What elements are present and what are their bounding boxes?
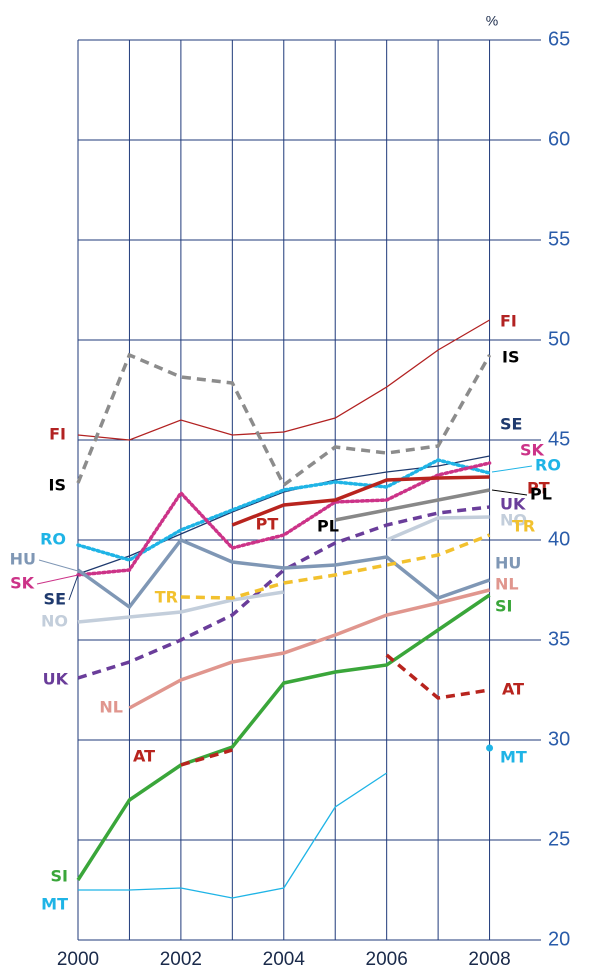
series-label: SE xyxy=(44,590,66,609)
series-label: NL xyxy=(495,575,519,594)
series-label: AT xyxy=(502,680,524,699)
line xyxy=(231,475,490,527)
line xyxy=(180,533,491,600)
line xyxy=(76,458,492,562)
leader-line xyxy=(491,489,528,496)
y-tick-label: 20 xyxy=(548,928,570,950)
y-tick-label: 40 xyxy=(548,528,570,550)
point xyxy=(486,744,494,752)
leader-line xyxy=(38,559,79,572)
series-label: RO xyxy=(40,530,66,549)
series-label: SK xyxy=(10,574,35,593)
line xyxy=(385,653,490,700)
line xyxy=(76,593,491,881)
x-tick-label: 2004 xyxy=(263,949,306,970)
series-label: MT xyxy=(500,748,527,767)
series-label: HU xyxy=(10,550,36,569)
line xyxy=(77,590,285,624)
series-label: UK xyxy=(43,670,69,689)
series-label: PT xyxy=(256,515,279,534)
x-tick-label: 2002 xyxy=(160,949,202,970)
series-label: SE xyxy=(500,415,522,434)
y-tick-label: 60 xyxy=(548,128,570,150)
series-label: PL xyxy=(317,517,339,536)
line xyxy=(334,488,490,522)
line xyxy=(76,352,492,488)
series-label: IS xyxy=(502,348,519,367)
line xyxy=(77,319,490,441)
series-label: TR xyxy=(155,588,178,607)
series-label: SI xyxy=(495,597,512,616)
line xyxy=(76,461,492,577)
y-tick-label: 25 xyxy=(548,828,570,850)
series-label: IS xyxy=(49,476,66,495)
series-label: RO xyxy=(535,456,561,475)
leader-line xyxy=(491,465,533,473)
y-tick-label: 55 xyxy=(548,228,570,250)
line xyxy=(76,537,491,610)
leader-line xyxy=(36,574,79,585)
y-tick-label: 35 xyxy=(548,628,570,650)
series-label: HU xyxy=(495,554,521,573)
y-tick-label: 65 xyxy=(548,28,570,50)
line xyxy=(180,748,233,767)
unit-label: % xyxy=(486,13,498,29)
series-label: PT xyxy=(527,479,550,498)
y-tick-label: 50 xyxy=(548,328,570,350)
leader-line xyxy=(68,574,79,601)
y-tick-label: 45 xyxy=(548,428,570,450)
x-tick-label: 2006 xyxy=(366,949,408,970)
y-tick-label: 30 xyxy=(548,728,570,750)
series-label: PL xyxy=(530,485,552,504)
series-label: NL xyxy=(99,698,123,717)
line xyxy=(386,515,490,542)
line xyxy=(77,505,490,680)
series-label: FI xyxy=(49,425,66,444)
x-tick-label: 2000 xyxy=(57,949,99,970)
series-label: TR xyxy=(512,517,535,536)
line xyxy=(128,588,491,710)
series-label: NO xyxy=(41,612,68,631)
series-label: MT xyxy=(41,895,68,914)
x-tick-label: 2008 xyxy=(468,949,510,970)
series-label: FI xyxy=(500,312,517,331)
line xyxy=(78,772,388,899)
series-label: NO xyxy=(500,511,527,530)
series-label: AT xyxy=(133,747,155,766)
series-label: SI xyxy=(51,867,68,886)
series-label: UK xyxy=(500,495,526,514)
series-label: SK xyxy=(520,441,545,460)
